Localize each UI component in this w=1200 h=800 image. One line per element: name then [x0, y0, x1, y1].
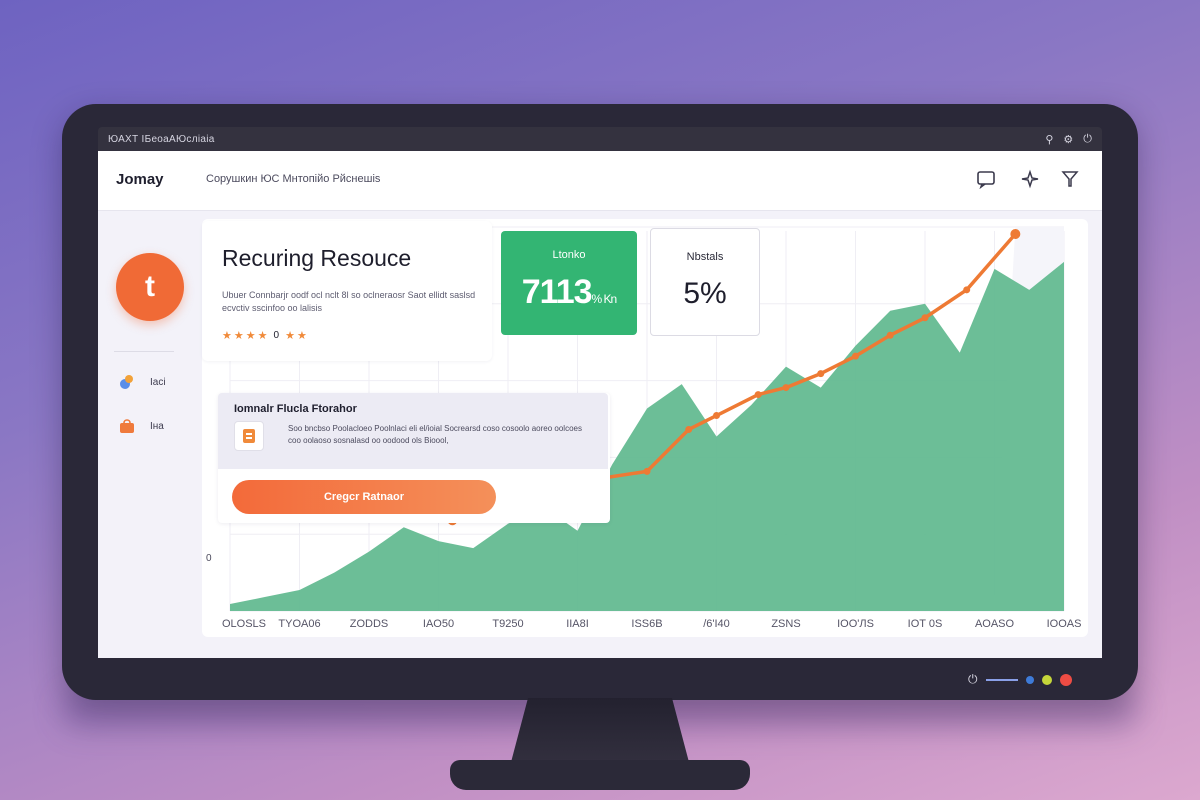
x-tick-label: IOO'ЛS: [837, 618, 874, 630]
x-tick-label: /6'I40: [703, 618, 730, 630]
x-tick-label: ZODDS: [350, 618, 389, 630]
line-point: [643, 467, 651, 475]
cta-button[interactable]: Cregcr Ratnaor: [232, 480, 496, 514]
x-tick-label: IOT 0S: [908, 618, 943, 630]
feature-header: Iomnalr Flucla Ftorahor Soo bncbso Poola…: [218, 393, 608, 469]
chart-panel: OLOSLS TYOA06 ZODDS IAO50 T9250 IIA8I ISS6B/6'…: [202, 219, 1088, 637]
x-tick-label: IAO50: [423, 618, 454, 630]
blue-dot[interactable]: [1025, 675, 1034, 684]
stat-label: Nbstals: [686, 251, 724, 263]
stat-label: Ltonko: [552, 249, 586, 261]
star-icon: ★: [296, 330, 307, 342]
yellow-dot[interactable]: [1041, 674, 1052, 685]
palette-icon: [120, 375, 133, 389]
hero-card: Recuring Resouce Ubuer Connbarjr oodf oc…: [202, 221, 492, 361]
monitor-base: [450, 760, 750, 790]
area-series: [230, 261, 1064, 611]
x-tick-label: AOASO: [975, 618, 1015, 630]
star-icon: ★: [245, 330, 256, 342]
sparkle-icon[interactable]: [1018, 167, 1042, 191]
x-tick-label: OLOSLS: [222, 618, 266, 630]
red-dot[interactable]: [1059, 673, 1072, 686]
hero-description: Ubuer Connbarjr oodf ocl nclt 8l so ocln…: [222, 290, 476, 313]
x-tick-label: T9250: [492, 618, 523, 630]
monitor-neck: [510, 698, 690, 766]
hero-rating: ★ ★ ★ ★ 0 ★ ★: [222, 329, 307, 342]
slider-line[interactable]: [985, 678, 1018, 681]
line-point: [782, 384, 790, 392]
top-nav[interactable]: Сорушкин ЮС Мнтопійо Рйснешіs: [206, 173, 381, 185]
star-icon: ★: [257, 330, 268, 342]
document-icon: [234, 421, 264, 451]
titlebar-icons: ⚲ ⚙ ⏻: [1045, 133, 1092, 146]
sidebar-item-label: Іасі: [150, 376, 166, 388]
rating-value: 0: [273, 330, 280, 341]
avatar[interactable]: t: [116, 253, 184, 321]
x-tick-label: IIA8I: [566, 618, 589, 630]
line-point: [921, 314, 929, 322]
app-logo[interactable]: Jomay: [116, 171, 164, 188]
line-point: [963, 286, 971, 294]
x-tick-label: ZSNS: [771, 618, 800, 630]
sidebar-item-2[interactable]: Іна: [118, 417, 164, 435]
feature-title: Iomnalr Flucla Ftorahor: [234, 403, 357, 415]
search-icon[interactable]: ⚲: [1045, 133, 1054, 146]
power-icon[interactable]: ⏻: [1083, 132, 1092, 145]
x-tick-label: ISS6B: [631, 618, 662, 630]
star-icon: ★: [222, 330, 232, 342]
chat-icon[interactable]: [974, 167, 998, 191]
stat-card-white[interactable]: Nbstals 5%: [650, 228, 760, 336]
bag-icon: [120, 419, 134, 433]
line-point: [886, 331, 894, 339]
app-screen: Jomay Сорушкин ЮС Мнтопійо Рйснешіs t Іа…: [98, 151, 1102, 658]
hero-title: Recuring Resouce: [222, 245, 412, 271]
window-title: ЮАХТ ІБеоаАЮсліаіа: [108, 133, 215, 145]
filter-icon[interactable]: [1058, 167, 1082, 191]
sidebar-item-1[interactable]: Іасі: [118, 373, 166, 391]
x-tick-label: TYOA06: [278, 618, 320, 630]
app-topbar: Jomay Сорушкин ЮС Мнтопійо Рйснешіs: [98, 151, 1102, 211]
stat-value: 7113% Kn: [501, 273, 637, 312]
sidebar-divider: [114, 351, 174, 352]
stat-suffix: % Kn: [591, 292, 618, 306]
line-point: [685, 425, 693, 433]
y-axis-marker: 0: [206, 553, 212, 564]
x-tick-label: IOOAS: [1047, 618, 1082, 630]
sidebar-item-label: Іна: [150, 420, 164, 432]
window-titlebar: ЮАХТ ІБеоаАЮсліаіа ⚲ ⚙ ⏻: [98, 127, 1102, 151]
stat-value: 5%: [683, 277, 727, 310]
line-point: [1010, 228, 1021, 239]
chart-tick-layer: OLOSLS TYOA06 ZODDS IAO50 T9250 IIA8I ISS6B/6'…: [222, 618, 1081, 630]
star-icon: ★: [233, 330, 244, 342]
feature-description: Soo bncbso Poolacloeo Poolnlaci eli el/i…: [288, 424, 582, 445]
stat-number: 7113: [521, 273, 593, 311]
star-icon: ★: [285, 330, 295, 342]
stat-card-green[interactable]: Ltonko 7113% Kn: [501, 231, 637, 335]
line-point: [852, 352, 859, 360]
monitor-controls: ⏻: [968, 672, 1072, 687]
gear-icon[interactable]: ⚙: [1063, 133, 1074, 146]
chart-area-layer: [230, 261, 1064, 611]
power-icon[interactable]: ⏻: [968, 672, 978, 686]
line-point: [817, 370, 825, 378]
line-point: [713, 412, 720, 420]
line-point: [754, 391, 762, 399]
